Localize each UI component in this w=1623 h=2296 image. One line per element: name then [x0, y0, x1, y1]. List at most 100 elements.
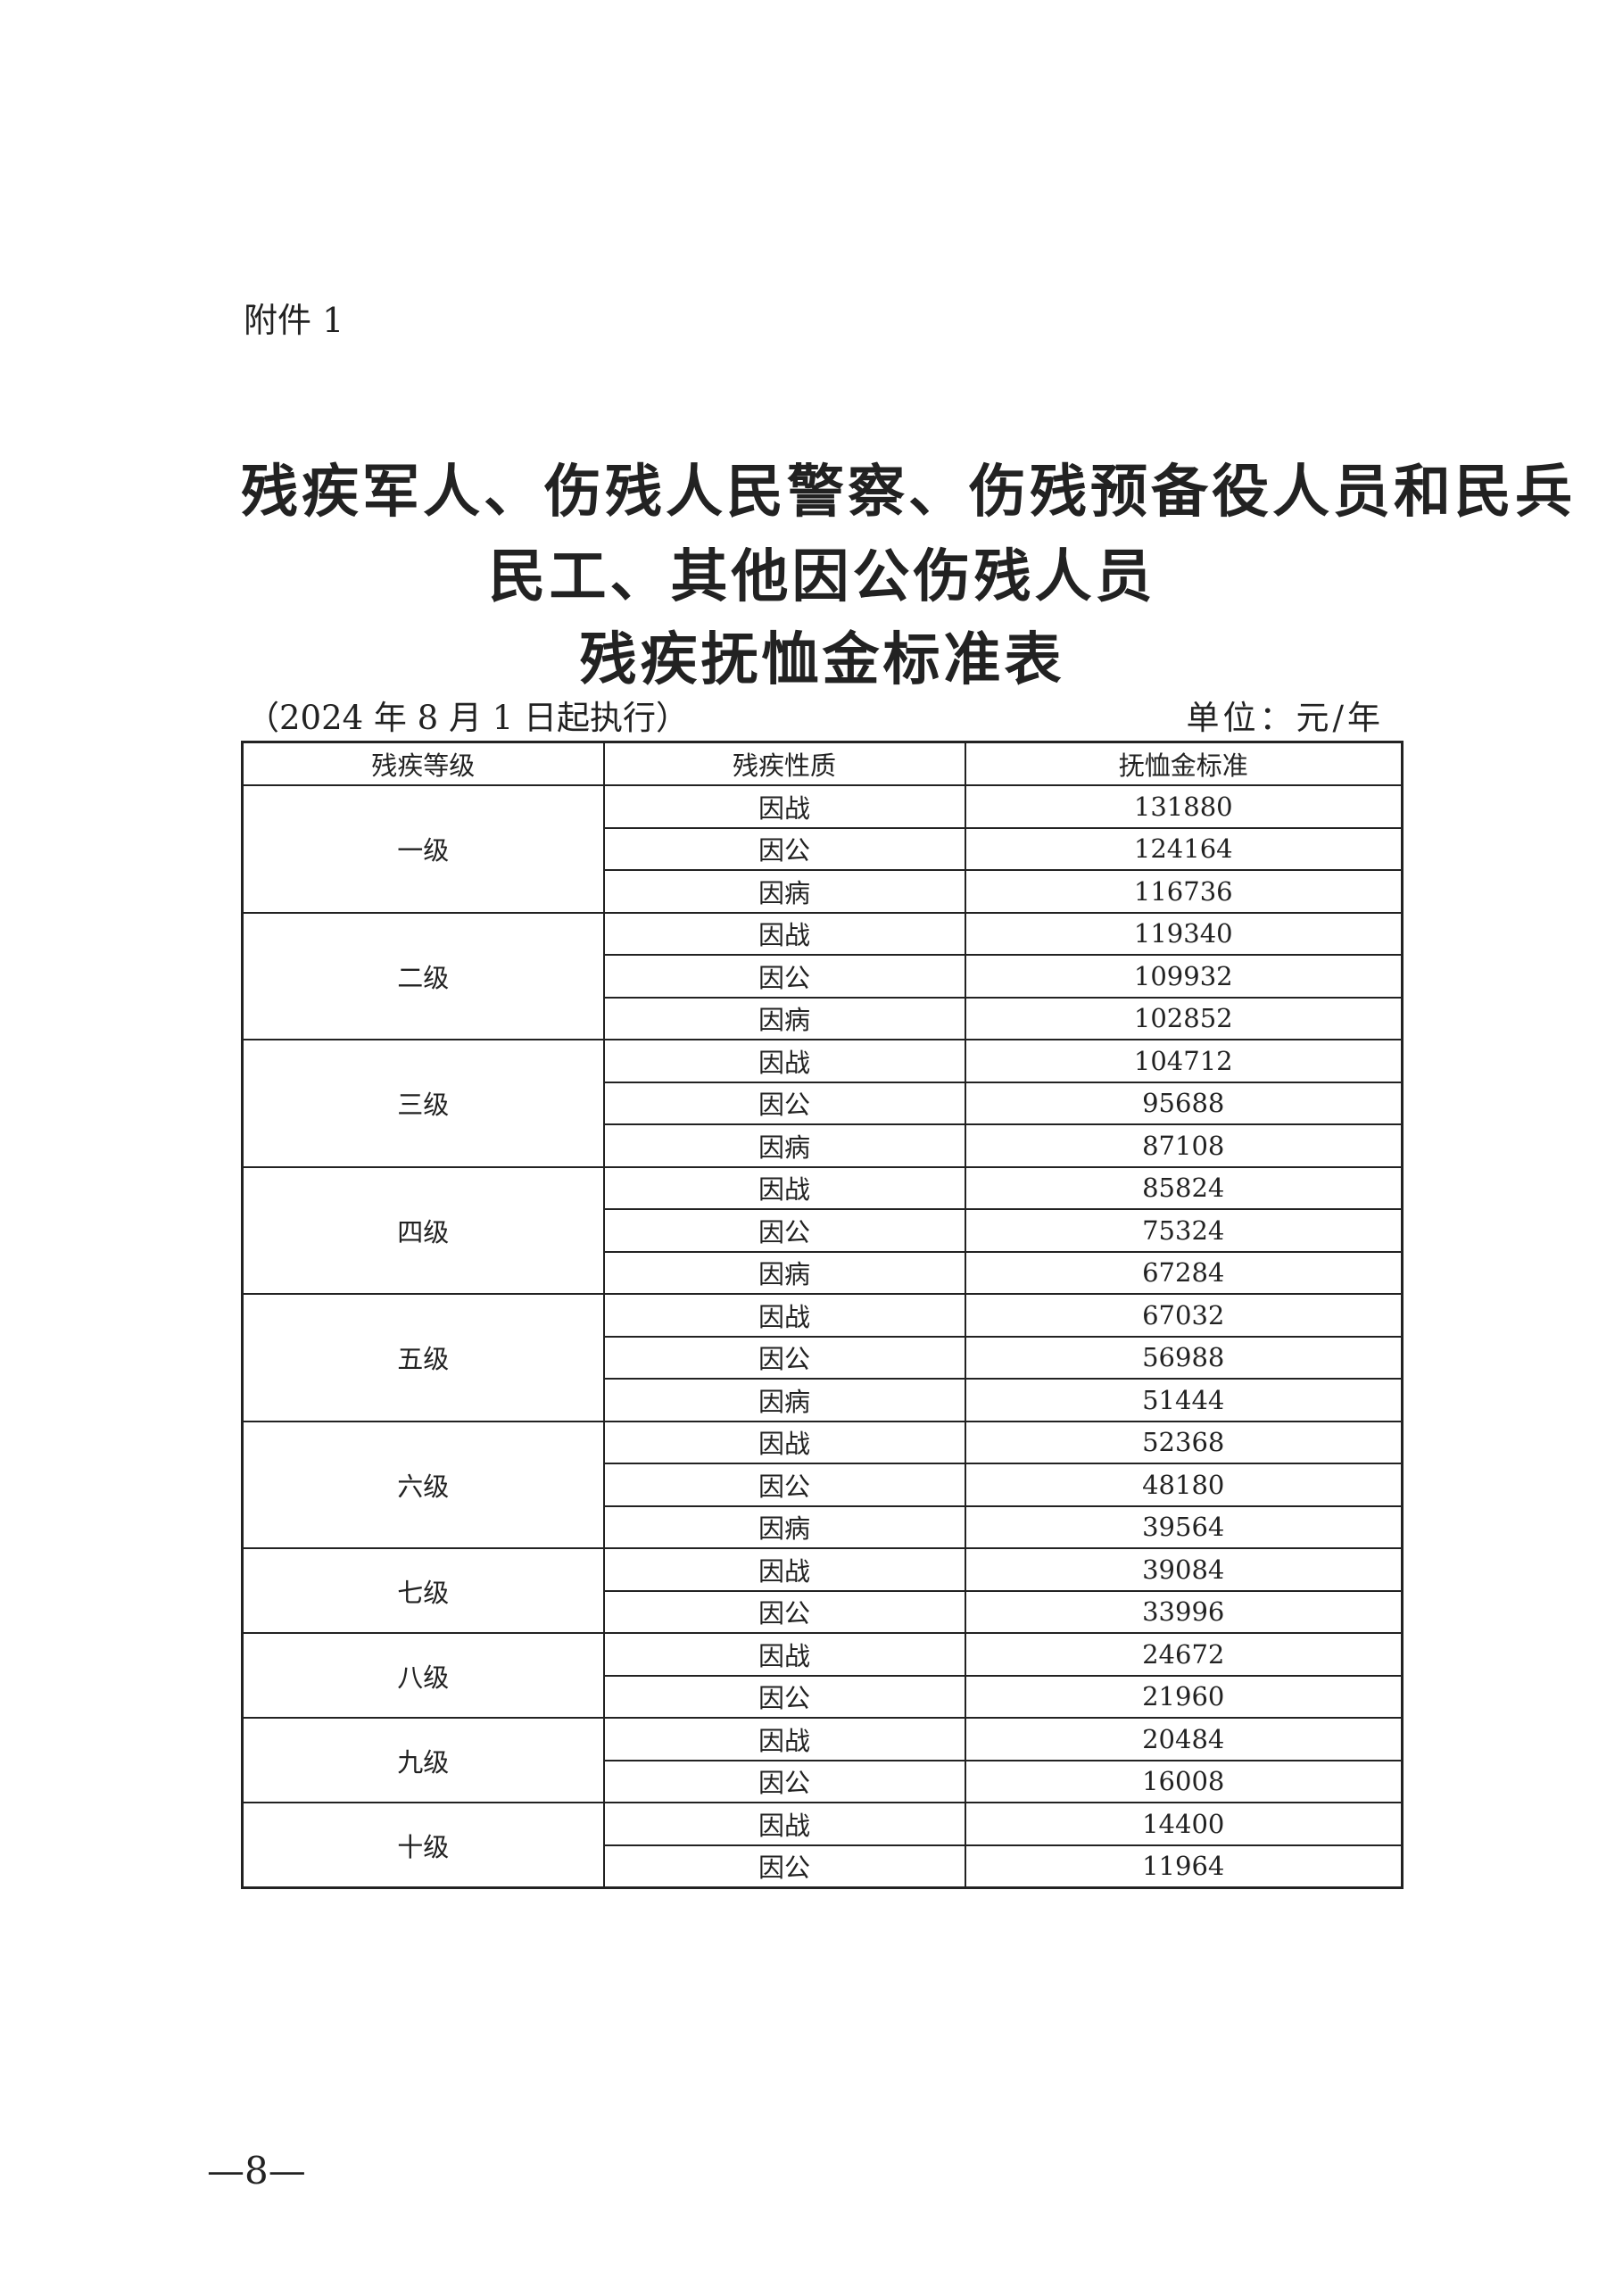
table-row: 因病 102852 — [243, 996, 1404, 1040]
grade-cell: 八级 — [241, 1632, 605, 1719]
amount-cell: 21960 — [964, 1674, 1404, 1719]
amount-cell: 102852 — [964, 996, 1404, 1040]
attachment-label: 附件 1 — [244, 301, 344, 340]
table-row: 因病 67284 — [243, 1250, 1404, 1295]
nature-cell: 因战 — [602, 1039, 966, 1083]
amount-cell: 48180 — [964, 1463, 1404, 1507]
title-line-2: 民工、其他因公伤残人员 — [488, 543, 1156, 610]
nature-cell: 因战 — [602, 1717, 966, 1761]
amount-cell: 131880 — [964, 784, 1404, 829]
table-row: 因公 95688 — [243, 1081, 1404, 1125]
title-line-1: 残疾军人、伤残人民警察、伤残预备役人员和民兵 — [241, 459, 1576, 526]
grade-cell: 一级 — [241, 784, 605, 914]
nature-cell: 因公 — [602, 1589, 966, 1634]
amount-cell: 52368 — [964, 1420, 1404, 1464]
amount-cell: 109932 — [964, 954, 1404, 999]
amount-cell: 16008 — [964, 1759, 1404, 1803]
nature-cell: 因战 — [602, 911, 966, 956]
table-row: 因公 33996 — [243, 1589, 1404, 1634]
nature-cell: 因公 — [602, 1081, 966, 1125]
nature-cell: 因战 — [602, 1802, 966, 1846]
page-number: —8— — [207, 2149, 306, 2192]
amount-cell: 85824 — [964, 1165, 1404, 1210]
table-row: 因病 87108 — [243, 1123, 1404, 1168]
amount-cell: 104712 — [964, 1039, 1404, 1083]
header-amount: 抚恤金标准 — [964, 741, 1404, 786]
nature-cell: 因战 — [602, 1632, 966, 1677]
table-header-row: 残疾等级 残疾性质 抚恤金标准 — [241, 741, 1404, 786]
table-row: 三级 因战 104712 — [241, 1039, 1404, 1168]
amount-cell: 24672 — [964, 1632, 1404, 1677]
nature-cell: 因公 — [602, 1463, 966, 1507]
unit-note: 单位：元/年 — [1186, 699, 1384, 737]
table-row: 因公 48180 — [243, 1463, 1404, 1507]
table-row: 六级 因战 52368 — [241, 1420, 1404, 1549]
table-row: 因公 75324 — [243, 1208, 1404, 1253]
table-row: 因病 116736 — [243, 869, 1404, 914]
table-row: 因公 16008 — [243, 1759, 1404, 1803]
nature-cell: 因病 — [602, 996, 966, 1040]
effective-date-note: （2024 年 8 月 1 日起执行） — [246, 699, 690, 737]
table-row: 四级 因战 85824 — [241, 1165, 1404, 1295]
amount-cell: 75324 — [964, 1208, 1404, 1253]
table-body: 一级 因战 131880 因公 124164 因病 116736 二级 因战 119340 因公 10… — [241, 784, 1404, 1889]
amount-cell: 67284 — [964, 1250, 1404, 1295]
table-row: 因病 51444 — [243, 1378, 1404, 1422]
amount-cell: 67032 — [964, 1293, 1404, 1338]
amount-cell: 87108 — [964, 1123, 1404, 1168]
table-row: 九级 因战 20484 — [241, 1717, 1404, 1803]
table-row: 十级 因战 14400 — [241, 1802, 1404, 1889]
amount-cell: 39084 — [964, 1547, 1404, 1592]
amount-cell: 116736 — [964, 869, 1404, 914]
nature-cell: 因公 — [602, 1759, 966, 1803]
table-row: 五级 因战 67032 — [241, 1293, 1404, 1422]
title-line-3: 残疾抚恤金标准表 — [579, 626, 1065, 693]
amount-cell: 20484 — [964, 1717, 1404, 1761]
grade-cell: 六级 — [241, 1420, 605, 1549]
amount-cell: 14400 — [964, 1802, 1404, 1846]
table-row: 因病 39564 — [243, 1504, 1404, 1549]
table-row: 因公 21960 — [243, 1674, 1404, 1719]
nature-cell: 因战 — [602, 1420, 966, 1464]
table-row: 八级 因战 24672 — [241, 1632, 1404, 1719]
nature-cell: 因病 — [602, 1378, 966, 1422]
grade-cell: 四级 — [241, 1165, 605, 1295]
nature-cell: 因病 — [602, 869, 966, 914]
nature-cell: 因公 — [602, 1208, 966, 1253]
table-row: 因公 56988 — [243, 1335, 1404, 1380]
amount-cell: 11964 — [964, 1844, 1404, 1889]
nature-cell: 因战 — [602, 784, 966, 829]
nature-cell: 因战 — [602, 1547, 966, 1592]
grade-cell: 十级 — [241, 1802, 605, 1889]
amount-cell: 39564 — [964, 1504, 1404, 1549]
table-row: 因公 11964 — [243, 1844, 1404, 1889]
amount-cell: 95688 — [964, 1081, 1404, 1125]
nature-cell: 因病 — [602, 1250, 966, 1295]
amount-cell: 33996 — [964, 1589, 1404, 1634]
nature-cell: 因战 — [602, 1293, 966, 1338]
table-row: 二级 因战 119340 — [241, 911, 1404, 1040]
amount-cell: 124164 — [964, 826, 1404, 871]
grade-cell: 二级 — [241, 911, 605, 1040]
nature-cell: 因公 — [602, 1674, 966, 1719]
table-row: 因公 109932 — [243, 954, 1404, 999]
table-row: 七级 因战 39084 — [241, 1547, 1404, 1634]
grade-cell: 三级 — [241, 1039, 605, 1168]
grade-cell: 五级 — [241, 1293, 605, 1422]
table-row: 因公 124164 — [243, 826, 1404, 871]
amount-cell: 51444 — [964, 1378, 1404, 1422]
nature-cell: 因公 — [602, 954, 966, 999]
nature-cell: 因公 — [602, 1335, 966, 1380]
amount-cell: 119340 — [964, 911, 1404, 956]
nature-cell: 因战 — [602, 1165, 966, 1210]
grade-cell: 七级 — [241, 1547, 605, 1634]
header-grade: 残疾等级 — [241, 741, 605, 786]
amount-cell: 56988 — [964, 1335, 1404, 1380]
nature-cell: 因病 — [602, 1123, 966, 1168]
header-nature: 残疾性质 — [602, 741, 966, 786]
nature-cell: 因病 — [602, 1504, 966, 1549]
grade-cell: 九级 — [241, 1717, 605, 1803]
table-row: 一级 因战 131880 — [241, 784, 1404, 914]
pension-standard-table: 残疾等级 残疾性质 抚恤金标准 一级 因战 131880 因公 124164 因病 1167… — [241, 741, 1404, 1889]
nature-cell: 因公 — [602, 1844, 966, 1889]
